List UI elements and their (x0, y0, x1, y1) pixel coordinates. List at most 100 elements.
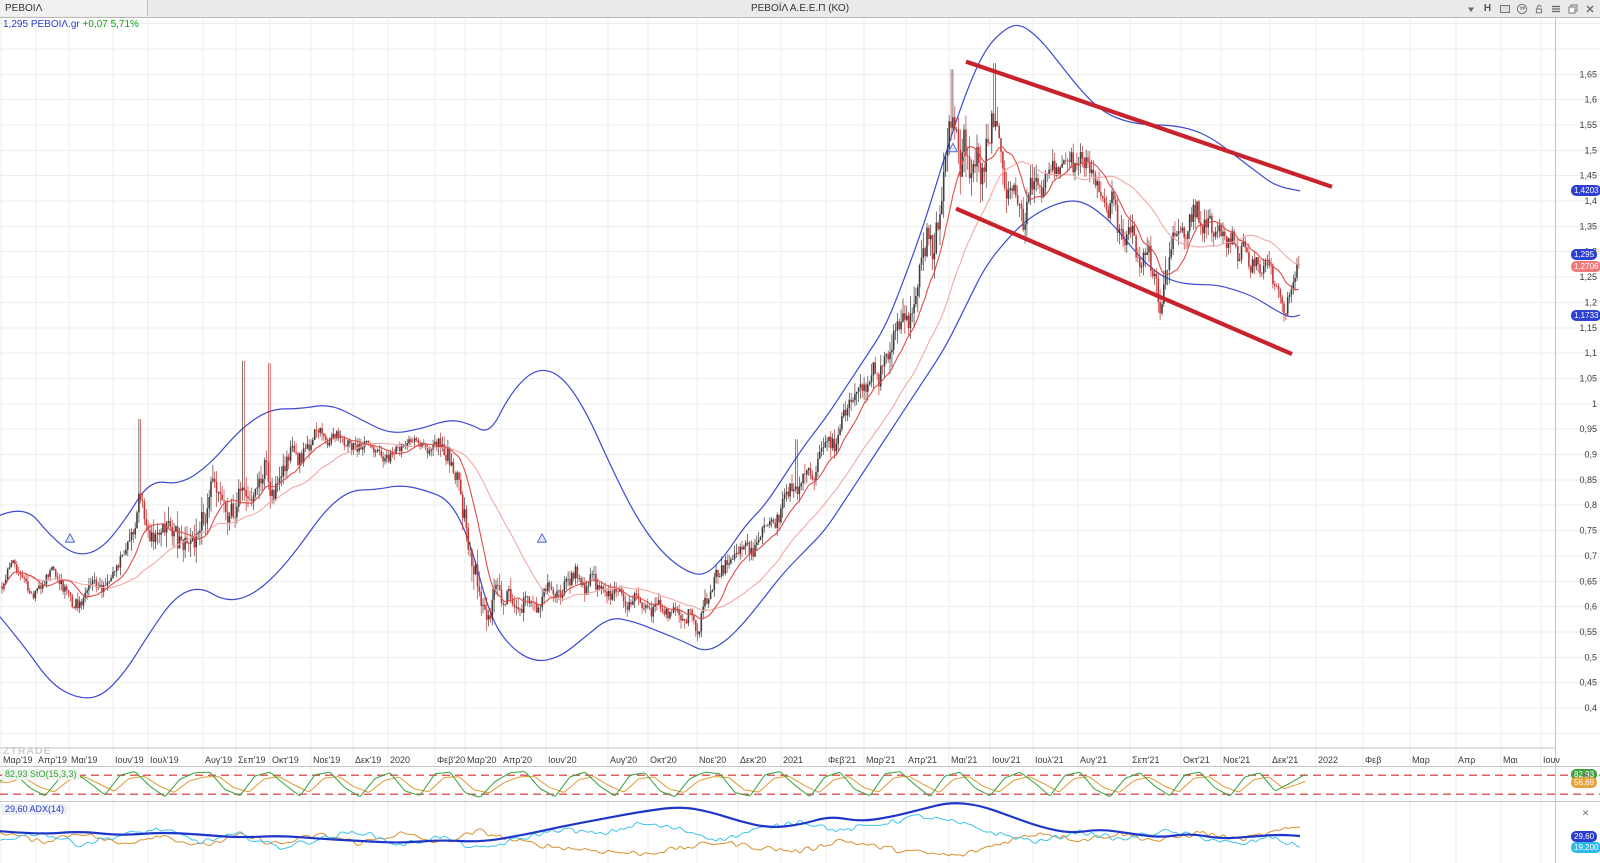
svg-text:1,45: 1,45 (1579, 171, 1597, 181)
axis-tag: 1,2706 (1571, 261, 1600, 273)
svg-text:Νοε'19: Νοε'19 (313, 755, 340, 765)
svg-text:2020: 2020 (390, 755, 410, 765)
svg-text:Οκτ'19: Οκτ'19 (272, 755, 299, 765)
axis-tag: 29,60 (1571, 830, 1598, 842)
svg-text:Αυγ'21: Αυγ'21 (1080, 755, 1107, 765)
svg-text:1,1: 1,1 (1584, 348, 1597, 358)
window-style-button[interactable] (1498, 2, 1511, 15)
window-titlebar: ΡΕΒΟΙΛ ΡΕΒΟΪΛ Α.Ε.Ε.Π (ΚΟ) H (0, 0, 1600, 18)
svg-text:Μαι'21: Μαι'21 (951, 755, 977, 765)
legend-price: 1,295 (3, 19, 29, 30)
svg-text:Ιουν'20: Ιουν'20 (548, 755, 577, 765)
restore-window-icon[interactable] (1566, 2, 1579, 15)
axis-tag: 82,93 (1571, 768, 1598, 780)
titlebar-icons: H (1464, 2, 1596, 15)
grid-layer (0, 17, 1600, 863)
svg-text:1,6: 1,6 (1584, 95, 1597, 105)
svg-text:0,4: 0,4 (1584, 703, 1597, 713)
price-series-layer (0, 24, 1301, 699)
svg-text:1,25: 1,25 (1579, 272, 1597, 282)
svg-text:Ιουλ'19: Ιουλ'19 (150, 755, 179, 765)
price-legend: 1,295 ΡΕΒΟΙΛ.gr +0,07 5,71% (3, 19, 139, 30)
svg-text:Φεβ: Φεβ (1365, 755, 1381, 765)
axis-layer: 1,651,61,551,51,451,41,351,31,251,21,151… (3, 69, 1597, 765)
svg-text:Ιουν'21: Ιουν'21 (992, 755, 1021, 765)
axis-tag: 56,69 (1571, 777, 1598, 789)
caret-down-icon[interactable] (1464, 2, 1477, 15)
unlock-icon[interactable] (1532, 2, 1545, 15)
adx-label[interactable]: 29,60 ADX(14) (2, 804, 68, 815)
ztrade-watermark: ZTRADE (3, 745, 52, 757)
svg-text:Ιουν: Ιουν (1543, 755, 1560, 765)
svg-text:1,35: 1,35 (1579, 221, 1597, 231)
svg-text:Μαι: Μαι (1503, 755, 1518, 765)
stochastic-close-icon[interactable]: ✕ (1581, 770, 1590, 780)
svg-text:Απρ'20: Απρ'20 (503, 755, 532, 765)
svg-text:0,45: 0,45 (1579, 678, 1597, 688)
axis-tag: 1,1733 (1571, 310, 1600, 322)
axis-tag: 19,200 (1571, 841, 1600, 853)
svg-text:Δεκ'20: Δεκ'20 (740, 755, 766, 765)
svg-text:Ιουλ'21: Ιουλ'21 (1035, 755, 1064, 765)
axis-tag: 1,295 (1571, 248, 1598, 260)
adx-close-icon[interactable]: ✕ (1581, 808, 1590, 818)
hamburger-menu-icon[interactable] (1549, 2, 1562, 15)
svg-text:Δεκ'19: Δεκ'19 (355, 755, 381, 765)
svg-text:Μαρ'21: Μαρ'21 (866, 755, 896, 765)
svg-text:0,6: 0,6 (1584, 602, 1597, 612)
svg-text:Σεπ'21: Σεπ'21 (1132, 755, 1160, 765)
svg-text:Φεβ'20: Φεβ'20 (437, 755, 465, 765)
svg-text:Οκτ'20: Οκτ'20 (650, 755, 677, 765)
svg-text:Μαρ'20: Μαρ'20 (467, 755, 497, 765)
legend-symbol: ΡΕΒΟΙΛ.gr (30, 19, 80, 30)
svg-text:0,85: 0,85 (1579, 475, 1597, 485)
svg-text:Φεβ'21: Φεβ'21 (828, 755, 856, 765)
svg-text:Ιουν'19: Ιουν'19 (115, 755, 144, 765)
svg-text:2021: 2021 (783, 755, 803, 765)
svg-text:Αυγ'19: Αυγ'19 (205, 755, 232, 765)
svg-text:0,8: 0,8 (1584, 500, 1597, 510)
svg-text:Μαρ: Μαρ (1412, 755, 1430, 765)
stochastic-layer (0, 771, 1600, 798)
drawings-layer (65, 59, 1333, 543)
close-window-icon[interactable] (1583, 2, 1596, 15)
axis-tag: 1,4203 (1571, 185, 1600, 197)
help-label: H (1483, 3, 1492, 14)
svg-text:Οκτ'21: Οκτ'21 (1183, 755, 1210, 765)
svg-text:1,15: 1,15 (1579, 323, 1597, 333)
legend-change: +0,07 5,71% (82, 19, 139, 30)
svg-text:1: 1 (1592, 399, 1597, 409)
svg-text:0,65: 0,65 (1579, 576, 1597, 586)
svg-text:0,55: 0,55 (1579, 627, 1597, 637)
svg-text:1,5: 1,5 (1584, 145, 1597, 155)
svg-text:Δεκ'21: Δεκ'21 (1272, 755, 1298, 765)
svg-text:Σεπ'19: Σεπ'19 (238, 755, 266, 765)
svg-text:0,7: 0,7 (1584, 551, 1597, 561)
svg-text:Αυγ'20: Αυγ'20 (610, 755, 637, 765)
svg-text:0,9: 0,9 (1584, 450, 1597, 460)
stochastic-label[interactable]: 82,93 StO(15,3,3) (2, 769, 80, 780)
symbol-tab-label: ΡΕΒΟΙΛ (5, 3, 43, 14)
svg-text:1,4: 1,4 (1584, 196, 1597, 206)
svg-text:Απρ'19: Απρ'19 (38, 755, 67, 765)
svg-text:2022: 2022 (1318, 755, 1338, 765)
window-title: ΡΕΒΟΪΛ Α.Ε.Ε.Π (ΚΟ) (750, 3, 850, 14)
svg-text:Απρ: Απρ (1458, 755, 1475, 765)
svg-text:Μαρ'19: Μαρ'19 (3, 755, 33, 765)
svg-text:0,95: 0,95 (1579, 424, 1597, 434)
help-button[interactable]: H (1481, 2, 1494, 15)
svg-text:Μαι'19: Μαι'19 (71, 755, 97, 765)
symbol-tab[interactable]: ΡΕΒΟΙΛ (0, 0, 148, 16)
quote-bubble-icon[interactable] (1515, 2, 1528, 15)
svg-text:Απρ'21: Απρ'21 (908, 755, 937, 765)
svg-text:Νοε'20: Νοε'20 (699, 755, 726, 765)
svg-text:1,65: 1,65 (1579, 69, 1597, 79)
svg-text:1,55: 1,55 (1579, 120, 1597, 130)
svg-text:0,5: 0,5 (1584, 652, 1597, 662)
svg-text:Νοε'21: Νοε'21 (1223, 755, 1250, 765)
svg-text:0,75: 0,75 (1579, 526, 1597, 536)
adx-layer (0, 802, 1301, 857)
svg-text:1,05: 1,05 (1579, 374, 1597, 384)
